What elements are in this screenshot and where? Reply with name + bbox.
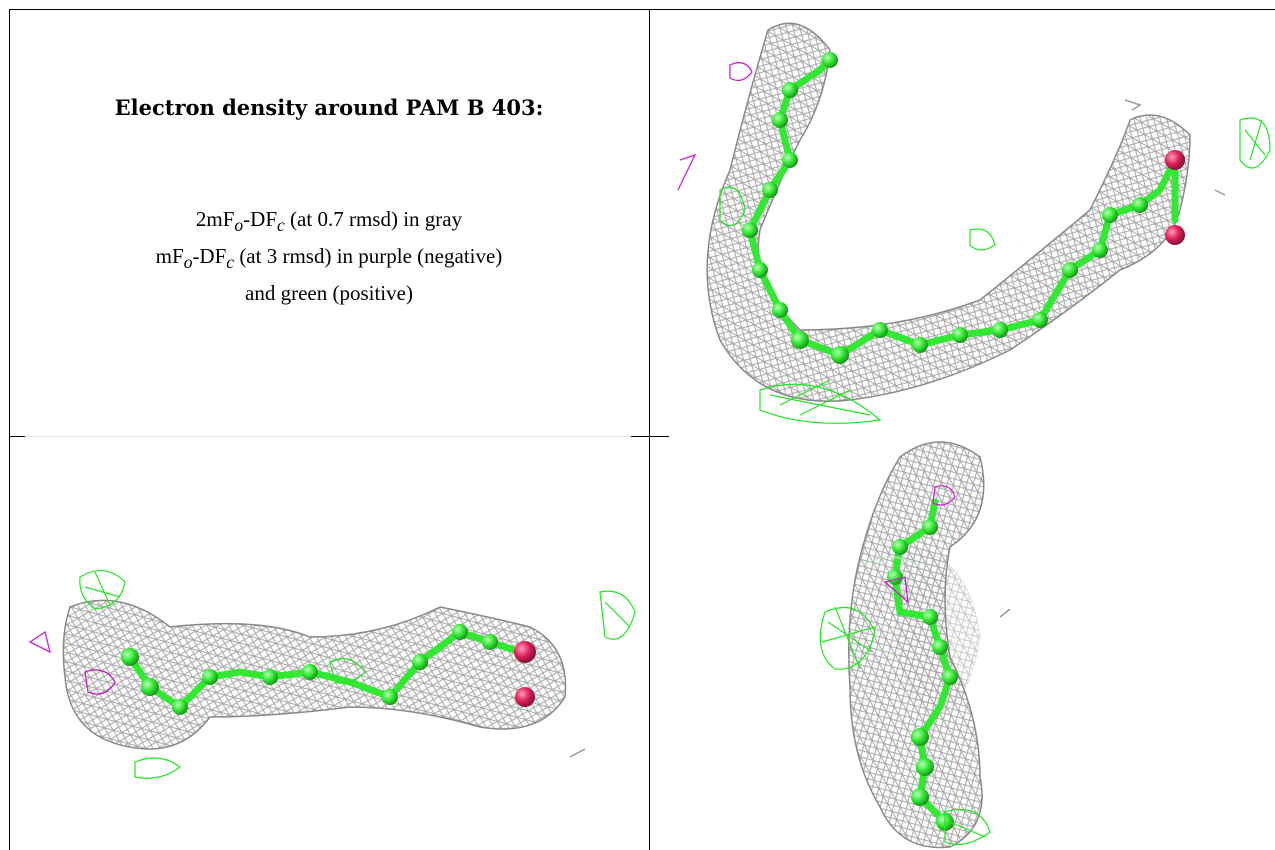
stray-mesh [569, 748, 586, 758]
density-mesh [706, 22, 1191, 402]
positive-density [719, 117, 1271, 424]
bottom-right-view [650, 437, 1275, 850]
oxygen-atoms [1165, 150, 1185, 245]
top-right-view [650, 10, 1275, 436]
outer-top-border [9, 9, 1275, 10]
figure-frame: Electron density around PAM B 403: 2mFo-… [9, 9, 1275, 850]
carbon-atoms [742, 52, 1148, 364]
caption-title: Electron density around PAM B 403: [114, 95, 544, 120]
legend-line-positive: and green (positive) [245, 281, 413, 306]
l1-sub2: c [277, 215, 285, 236]
l1-mid: -DF [243, 207, 278, 231]
legend-line-diff: mFo-DFc (at 3 rmsd) in purple (negative) [9, 241, 649, 278]
l1-prefix: 2mF [195, 207, 235, 231]
outer-left-border [9, 9, 10, 850]
negative-density [677, 62, 753, 191]
caption-cell: Electron density around PAM B 403: 2mFo-… [9, 9, 649, 436]
middle-horizontal-divider-left [9, 436, 25, 437]
positive-density [79, 570, 636, 779]
legend-line-gray: 2mFo-DFc (at 0.7 rmsd) in gray [9, 204, 649, 241]
positive-density [819, 556, 991, 845]
middle-vertical-divider [649, 9, 650, 850]
l2-sub2: c [226, 252, 235, 273]
l2-suffix: (at 3 rmsd) in purple (negative) [234, 244, 503, 269]
density-mesh [848, 441, 985, 849]
l2-sub1: o [183, 252, 193, 273]
negative-density [883, 485, 956, 604]
caption-legend: 2mFo-DFc (at 0.7 rmsd) in gray mFo-DFc (… [9, 204, 649, 309]
middle-horizontal-divider-center [631, 436, 669, 437]
carbon-atoms [121, 624, 498, 715]
stray-mesh [1124, 99, 1226, 196]
l1-sub1: o [234, 215, 244, 236]
bottom-left-view [10, 437, 649, 850]
l2-prefix: mF [155, 244, 184, 269]
l1-suffix: (at 0.7 rmsd) in gray [284, 207, 463, 231]
divider-faint [25, 436, 631, 437]
l2-mid: -DF [192, 244, 227, 269]
stray-mesh [999, 608, 1011, 618]
oxygen-atoms [514, 641, 536, 707]
negative-density [28, 630, 116, 695]
carbon-atoms [887, 519, 958, 831]
